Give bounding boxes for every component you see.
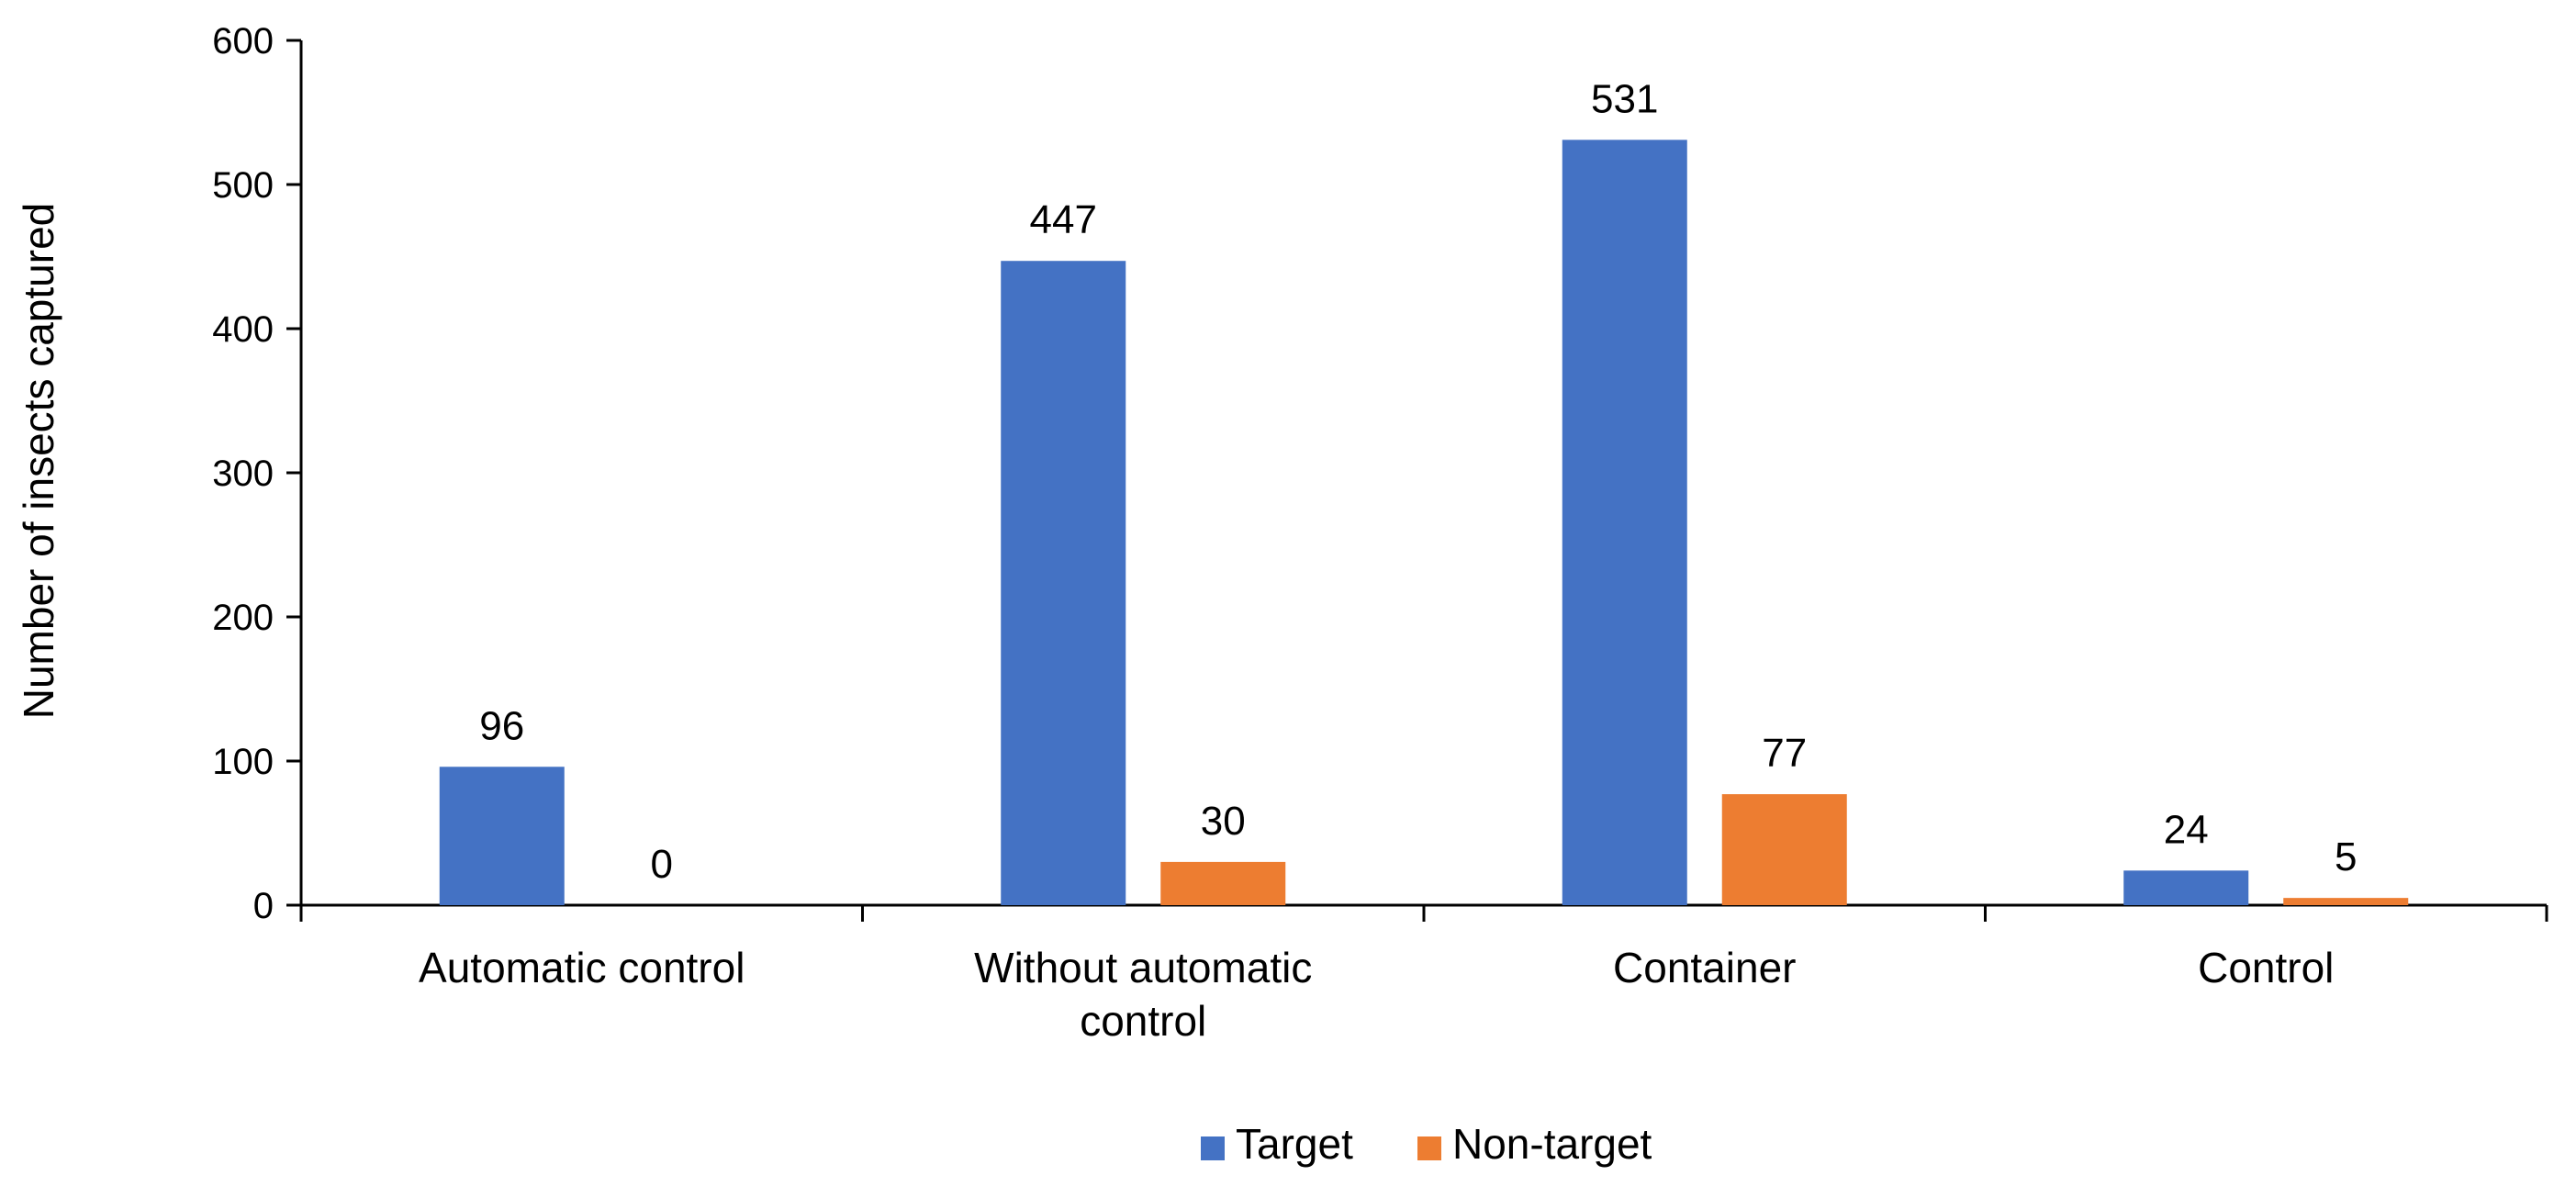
legend-swatch xyxy=(1417,1136,1441,1160)
data-label: 24 xyxy=(2164,807,2209,852)
y-axis-label: Number of insects captured xyxy=(15,203,62,720)
y-tick-label: 0 xyxy=(253,886,274,926)
legend: Target Non-target xyxy=(1201,1120,1652,1168)
bar-target xyxy=(2123,870,2249,905)
data-label: 5 xyxy=(2335,834,2357,879)
data-label: 30 xyxy=(1201,799,1246,844)
y-tick-label: 600 xyxy=(212,21,274,62)
data-label: 77 xyxy=(1762,731,1807,776)
x-category-label: Automatic control xyxy=(419,944,745,991)
data-label: 531 xyxy=(1591,76,1658,121)
y-tick-label: 100 xyxy=(212,742,274,782)
data-label: 96 xyxy=(479,703,524,748)
data-label: 0 xyxy=(651,842,673,887)
y-tick-label: 400 xyxy=(212,309,274,350)
bar-target xyxy=(1562,140,1687,905)
x-category-label: Container xyxy=(1613,944,1796,991)
bar-non-target xyxy=(1160,861,1286,905)
plot-area: 0 100 200 300 400 500 600 96 0 Automatic control 4… xyxy=(212,21,2548,1045)
bar-target xyxy=(1001,261,1126,906)
bar-non-target xyxy=(1721,794,1847,905)
data-label: 447 xyxy=(1030,197,1097,242)
x-category-label: Without automatic control xyxy=(974,944,1312,1045)
legend-swatch xyxy=(1201,1136,1225,1160)
x-category-label: Control xyxy=(2198,944,2334,991)
bar-non-target xyxy=(2283,898,2409,905)
y-tick-label: 300 xyxy=(212,453,274,494)
legend-label: Non-target xyxy=(1452,1120,1652,1168)
bar-target xyxy=(439,767,565,905)
y-tick-label: 500 xyxy=(212,165,274,206)
legend-label: Target xyxy=(1236,1120,1353,1168)
y-tick-label: 200 xyxy=(212,598,274,638)
